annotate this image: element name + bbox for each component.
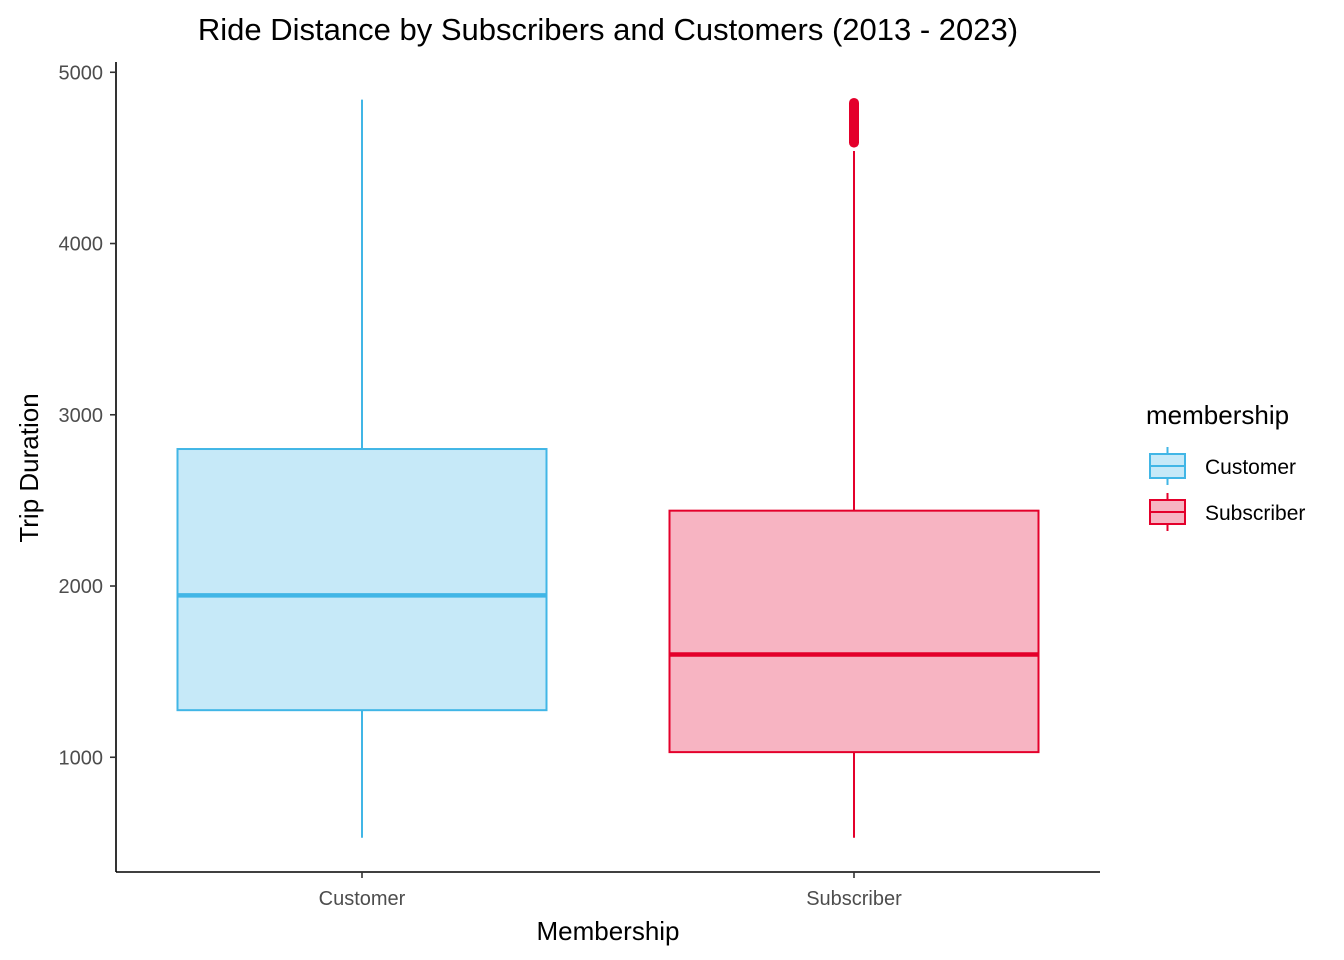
- y-tick-label: 3000: [59, 405, 104, 427]
- outlier-points: [849, 97, 859, 148]
- iqr-box: [668, 509, 1040, 754]
- y-tick-label: 1000: [59, 747, 104, 769]
- box-customer: [176, 99, 548, 838]
- iqr-box: [176, 448, 548, 712]
- y-axis-title: Trip Duration: [14, 393, 44, 542]
- legend-label: Subscriber: [1205, 502, 1305, 525]
- x-tick-label: Subscriber: [806, 888, 902, 910]
- legend: membership Customer Subscriber: [1146, 400, 1305, 531]
- legend-label: Customer: [1205, 456, 1296, 479]
- y-axis: 1000 2000 3000 4000 5000: [59, 62, 117, 872]
- chart-title: Ride Distance by Subscribers and Custome…: [198, 12, 1018, 47]
- y-tick-label: 2000: [59, 576, 104, 598]
- x-axis: Customer Subscriber: [116, 871, 1100, 910]
- y-tick-label: 4000: [59, 234, 104, 256]
- legend-key-customer: [1149, 447, 1186, 485]
- boxes: [176, 97, 1040, 838]
- x-tick-label: Customer: [319, 888, 406, 910]
- box-subscriber: [668, 97, 1040, 838]
- legend-key-subscriber: [1149, 493, 1186, 531]
- y-tick-label: 5000: [59, 62, 104, 84]
- legend-title: membership: [1146, 400, 1289, 430]
- x-axis-title: Membership: [536, 916, 679, 946]
